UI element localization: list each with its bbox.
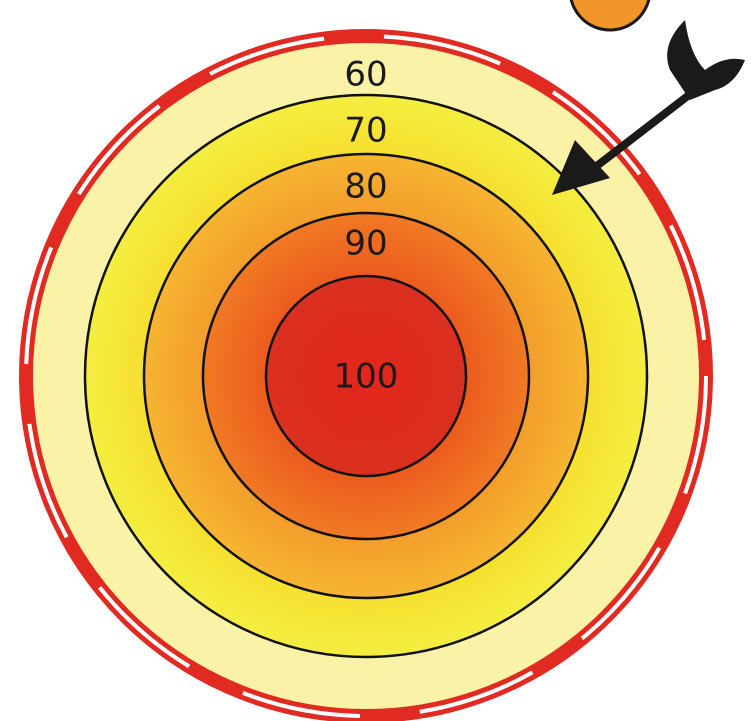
ring-label: 80 (344, 167, 387, 207)
decor-circle (570, 0, 650, 30)
ring-label: 90 (344, 224, 387, 264)
ring-label: 70 (344, 111, 387, 151)
target-illustration: 60 70 80 90 100 (0, 0, 751, 721)
ring-label: 60 (344, 55, 387, 95)
ring-label: 100 (334, 357, 399, 397)
